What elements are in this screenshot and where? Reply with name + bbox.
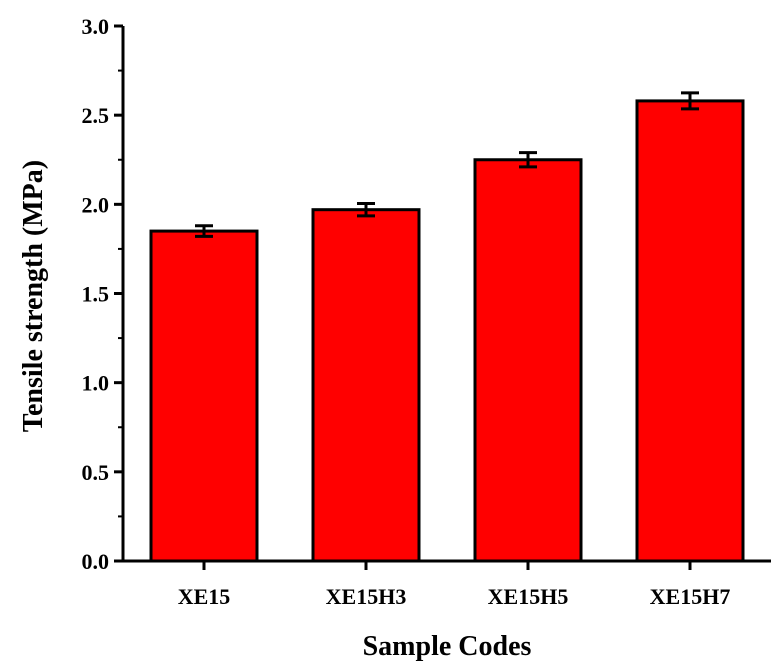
y-tick-label: 1.5 <box>82 282 110 307</box>
x-tick-label: XE15H3 <box>326 584 407 609</box>
bar-xe15h7 <box>637 101 743 561</box>
x-tick-label: XE15H5 <box>488 584 569 609</box>
x-axis-title: Sample Codes <box>363 631 532 662</box>
x-tick-label: XE15H7 <box>650 584 731 609</box>
bar-xe15h3 <box>313 210 419 561</box>
y-tick-label: 3.0 <box>82 14 110 39</box>
y-tick-label: 1.0 <box>82 371 110 396</box>
bar-xe15h5 <box>475 160 581 561</box>
bar-xe15 <box>151 231 257 561</box>
y-axis-title: Tensile strength (MPa) <box>18 160 49 432</box>
y-tick-label: 2.5 <box>82 103 110 128</box>
bars-layer <box>151 101 743 561</box>
x-tick-label: XE15 <box>178 584 231 609</box>
y-tick-label: 0.0 <box>82 549 110 574</box>
y-ticks-layer: 0.0 0.5 1.0 1.5 2.0 2.5 3.0 <box>82 14 124 574</box>
x-ticks-layer: XE15 XE15H3 XE15H5 XE15H7 <box>178 561 731 609</box>
y-tick-label: 0.5 <box>82 460 110 485</box>
y-tick-label: 2.0 <box>82 192 110 217</box>
error-bars-layer <box>195 93 699 237</box>
